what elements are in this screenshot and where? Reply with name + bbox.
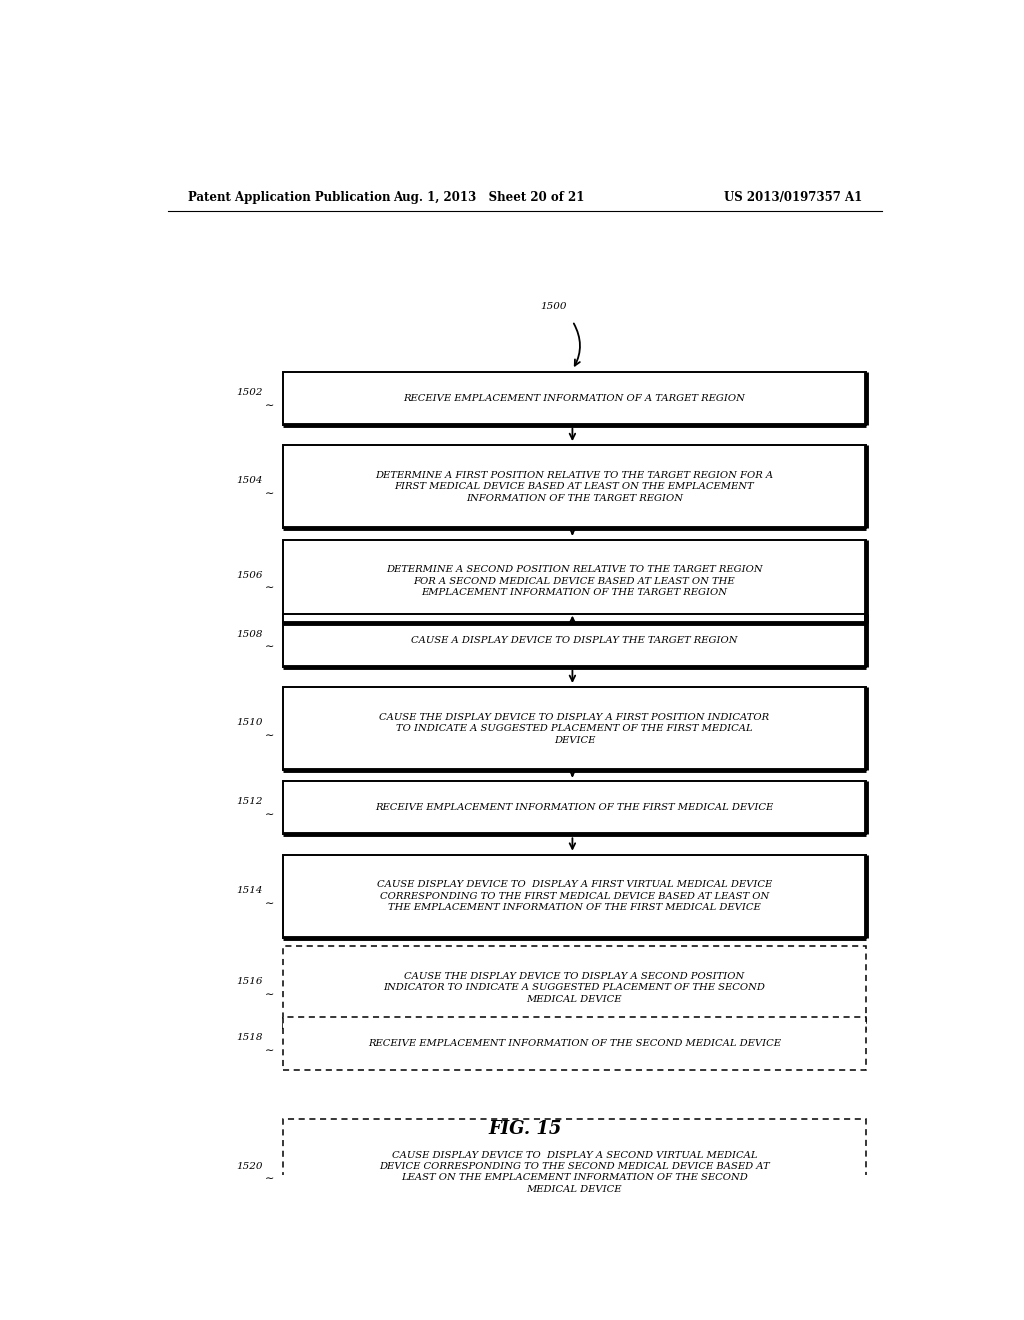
Text: CAUSE DISPLAY DEVICE TO  DISPLAY A SECOND VIRTUAL MEDICAL
DEVICE CORRESPONDING T: CAUSE DISPLAY DEVICE TO DISPLAY A SECOND…	[379, 1151, 770, 1193]
Text: 1512: 1512	[237, 797, 263, 807]
Bar	[283, 854, 866, 939]
Text: 1504: 1504	[237, 477, 263, 484]
Text: CAUSE A DISPLAY DEVICE TO DISPLAY THE TARGET REGION: CAUSE A DISPLAY DEVICE TO DISPLAY THE TA…	[412, 636, 737, 644]
Bar	[283, 781, 866, 834]
Text: ∼: ∼	[265, 731, 274, 741]
Text: ∼: ∼	[265, 583, 274, 593]
Bar	[283, 946, 866, 1030]
Text: 1520: 1520	[237, 1162, 263, 1171]
Text: ∼: ∼	[265, 1175, 274, 1184]
Text: ∼: ∼	[265, 899, 274, 908]
Text: ∼: ∼	[265, 990, 274, 999]
Text: 1510: 1510	[237, 718, 263, 727]
Text: DETERMINE A FIRST POSITION RELATIVE TO THE TARGET REGION FOR A
FIRST MEDICAL DEV: DETERMINE A FIRST POSITION RELATIVE TO T…	[376, 471, 773, 503]
Text: 1514: 1514	[237, 886, 263, 895]
Text: ∼: ∼	[265, 400, 274, 411]
Text: CAUSE THE DISPLAY DEVICE TO DISPLAY A FIRST POSITION INDICATOR
TO INDICATE A SUG: CAUSE THE DISPLAY DEVICE TO DISPLAY A FI…	[379, 713, 769, 744]
Text: Patent Application Publication: Patent Application Publication	[187, 190, 390, 203]
Text: DETERMINE A SECOND POSITION RELATIVE TO THE TARGET REGION
FOR A SECOND MEDICAL D: DETERMINE A SECOND POSITION RELATIVE TO …	[386, 565, 763, 597]
Text: CAUSE THE DISPLAY DEVICE TO DISPLAY A SECOND POSITION
INDICATOR TO INDICATE A SU: CAUSE THE DISPLAY DEVICE TO DISPLAY A SE…	[383, 972, 765, 1003]
Text: ∼: ∼	[265, 1045, 274, 1056]
Text: CAUSE DISPLAY DEVICE TO  DISPLAY A FIRST VIRTUAL MEDICAL DEVICE
CORRESPONDING TO: CAUSE DISPLAY DEVICE TO DISPLAY A FIRST …	[377, 880, 772, 912]
Text: RECEIVE EMPLACEMENT INFORMATION OF A TARGET REGION: RECEIVE EMPLACEMENT INFORMATION OF A TAR…	[403, 393, 745, 403]
Text: 1516: 1516	[237, 977, 263, 986]
Text: Aug. 1, 2013   Sheet 20 of 21: Aug. 1, 2013 Sheet 20 of 21	[393, 190, 585, 203]
Text: RECEIVE EMPLACEMENT INFORMATION OF THE FIRST MEDICAL DEVICE: RECEIVE EMPLACEMENT INFORMATION OF THE F…	[375, 804, 773, 812]
Text: 1518: 1518	[237, 1034, 263, 1041]
Text: ∼: ∼	[265, 488, 274, 499]
Text: US 2013/0197357 A1: US 2013/0197357 A1	[724, 190, 862, 203]
Bar	[283, 445, 866, 528]
Bar	[283, 686, 866, 771]
Text: 1500: 1500	[541, 302, 567, 312]
Bar	[283, 1018, 866, 1071]
Bar	[283, 540, 866, 623]
Text: RECEIVE EMPLACEMENT INFORMATION OF THE SECOND MEDICAL DEVICE: RECEIVE EMPLACEMENT INFORMATION OF THE S…	[368, 1039, 781, 1048]
Text: ∼: ∼	[265, 810, 274, 820]
Bar	[283, 1119, 866, 1225]
Text: ∼: ∼	[265, 643, 274, 652]
Text: 1506: 1506	[237, 570, 263, 579]
Bar	[283, 614, 866, 667]
Text: 1502: 1502	[237, 388, 263, 397]
Bar	[283, 372, 866, 425]
Text: FIG. 15: FIG. 15	[488, 1121, 561, 1138]
Text: 1508: 1508	[237, 630, 263, 639]
